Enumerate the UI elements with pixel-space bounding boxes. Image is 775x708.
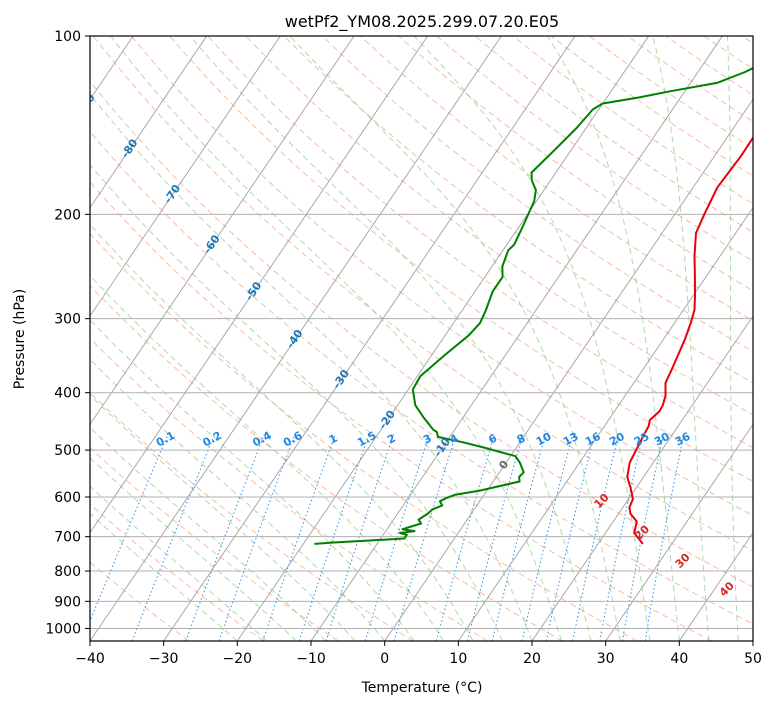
chart-title: wetPf2_YM08.2025.299.07.20.E05 [285,12,559,32]
mixing-ratio-line [218,434,296,641]
isotherms [90,36,753,641]
isotherm-line [236,36,650,641]
moist-adiabat-line [90,223,474,641]
x-tick-label: −40 [75,651,105,667]
isotherm-line [90,36,429,534]
mixing-ratio-label: 16 [583,430,603,449]
moist-adiabat-line [289,36,621,641]
mixing-ratio-label: 10 [534,430,554,449]
mixing-ratio-line [393,434,457,641]
mixing-ratio-lines [90,433,685,641]
y-axis-ticks: 100 200 300 400 500 600 700 800 900 1000 [45,29,90,637]
dry-adiabat-line [169,36,753,482]
mixing-ratio-line [545,434,596,641]
y-tick-label: 600 [54,490,81,506]
isotherm-line [90,36,502,641]
moist-adiabat-line [90,164,503,641]
moist-adiabat-line [90,426,327,641]
moist-adiabat-line [652,36,710,641]
x-tick-label: 20 [523,651,541,667]
moist-adiabat-line [110,36,562,641]
dry-adiabat-line [90,130,753,625]
isotherm-line [90,36,208,209]
y-tick-label: 500 [54,443,81,459]
y-axis-label: Pressure (hPa) [12,289,28,389]
dry-adiabat-line [90,232,638,641]
moist-adiabat-line [546,36,680,641]
moist-adiabat-line [727,36,739,641]
mixing-ratio-line [185,434,265,641]
mixing-ratio-label: 36 [673,430,693,449]
moist-adiabat-line [90,93,533,641]
y-tick-label: 800 [54,564,81,580]
dry-adiabat-line [131,36,753,517]
mixing-ratio-line [572,434,620,641]
x-tick-label: 0 [380,651,389,667]
dry-adiabat-line [90,181,712,641]
mixing-ratio-label: 25 [632,430,652,449]
mixing-ratio-line [521,434,574,641]
dry-adiabat-line [90,284,563,641]
mixing-ratio-line [435,434,496,641]
isotherm-line [163,36,576,641]
y-tick-label: 100 [54,29,81,45]
y-tick-label: 200 [54,207,81,223]
mixing-ratio-line [621,434,665,641]
isotherm-line [457,206,753,641]
plot-frame [89,35,754,642]
mixing-ratio-label: 20 [607,430,627,449]
y-tick-label: 1000 [45,621,81,637]
dry-adiabat-line [321,36,753,353]
x-tick-label: 30 [597,651,615,667]
x-tick-label: 10 [449,651,467,667]
isotherm-line [90,36,355,426]
pressure-gridlines [90,36,753,629]
moist-adiabats [90,36,739,641]
x-tick-label: −20 [223,651,253,667]
y-tick-label: 400 [54,386,81,402]
x-tick-label: −30 [149,651,179,667]
y-tick-label: 900 [54,594,81,610]
x-axis-label: Temperature (°C) [361,680,483,696]
moist-adiabat-line [90,274,445,641]
x-tick-label: 50 [744,651,762,667]
moist-adiabat-line [90,457,297,641]
mixing-ratio-line [599,434,644,641]
mixing-ratio-line [644,434,685,641]
x-axis-ticks: −40 −30 −20 −10 0 10 20 30 40 50 [75,641,762,667]
dry-adiabat-line [359,36,753,322]
y-tick-label: 700 [54,530,81,546]
moist-adiabat-line [413,36,651,641]
dewpoint-profile-line [314,67,753,545]
mixing-ratio-label: 30 [652,430,672,449]
mixing-ratio-line [466,434,524,641]
x-tick-label: 40 [670,651,688,667]
moist-adiabat-line [90,512,238,641]
moist-adiabat-line [90,485,268,641]
dry-adiabat-line [90,80,753,588]
isotherm-line [384,98,753,641]
data-series [314,67,753,545]
y-tick-label: 300 [54,312,81,328]
isotherm-line [605,423,753,641]
mixing-ratio-label: 13 [561,430,581,449]
plot-area: -100-90-80-70-60-50-40-30-20-1000.10.20.… [76,36,753,641]
isotherm-line [531,315,753,641]
isotherm-line [90,36,281,317]
isotherm-line [678,531,753,641]
isotherm-label: -90 [76,91,98,115]
dry-adiabat-line [90,503,264,641]
dry-adiabat-line [283,36,753,384]
x-tick-label: −10 [296,651,326,667]
temperature-profile-line [626,135,753,545]
moist-adiabat-line [189,36,592,641]
mixing-ratio-line [131,433,216,641]
mixing-ratio-line [262,434,336,641]
moist-adiabat-line [90,358,386,641]
